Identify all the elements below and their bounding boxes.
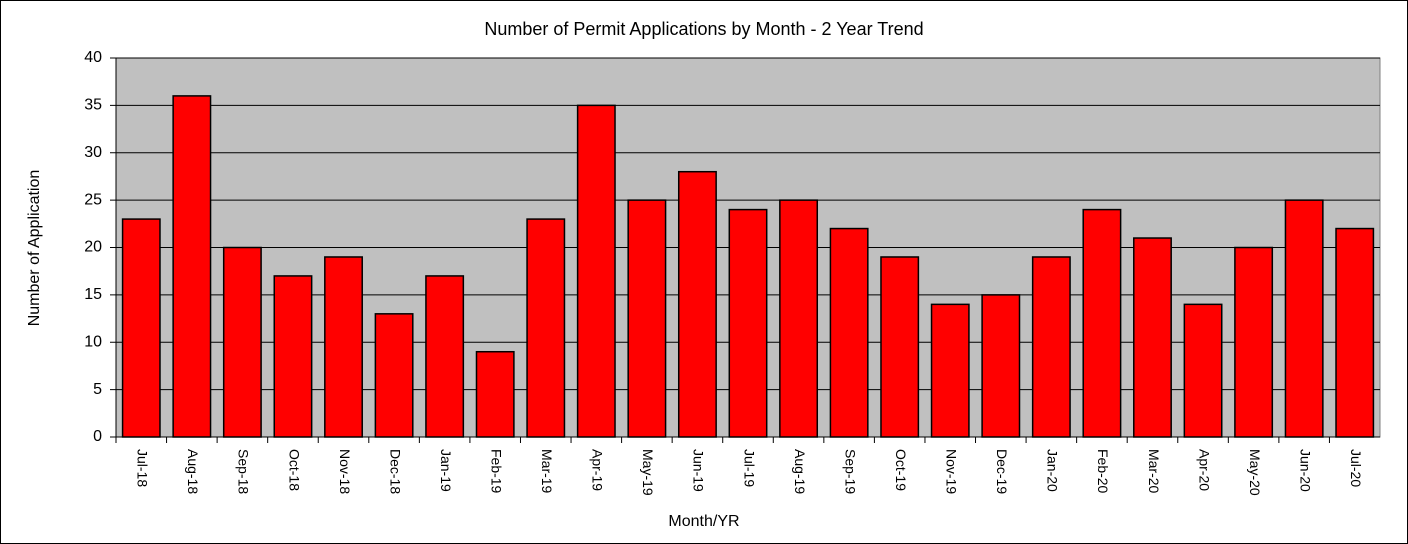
bar <box>425 275 465 438</box>
x-tick-label: Oct-19 <box>893 449 909 491</box>
x-tick-label: Dec-18 <box>387 449 403 494</box>
bar <box>1133 237 1172 438</box>
bar <box>880 256 920 438</box>
bar <box>677 170 717 438</box>
bar <box>222 246 262 438</box>
x-tick-label: Aug-18 <box>185 449 201 494</box>
x-tick-label: Feb-20 <box>1095 449 1111 494</box>
y-tick-label: 20 <box>84 239 102 256</box>
x-tick-label: Mar-19 <box>539 449 555 494</box>
bar <box>1284 199 1324 438</box>
bar <box>1082 208 1122 438</box>
x-tick-label: Apr-20 <box>1196 449 1212 491</box>
bar <box>374 313 414 438</box>
y-tick-label: 40 <box>84 49 102 66</box>
y-tick-label: 10 <box>84 333 102 350</box>
x-tick-label: May-19 <box>640 449 656 496</box>
y-tick-label: 25 <box>84 191 102 208</box>
bar <box>728 208 768 438</box>
x-tick-label: Sep-18 <box>236 449 252 494</box>
bar <box>627 199 667 438</box>
bar <box>1234 246 1274 438</box>
x-tick-label: Feb-19 <box>488 449 504 494</box>
x-tick-label: Aug-19 <box>792 449 808 494</box>
bar <box>121 218 161 438</box>
y-tick-label: 15 <box>84 286 102 303</box>
bar <box>981 294 1021 438</box>
x-tick-label: Oct-18 <box>286 449 302 491</box>
x-tick-label: Jul-18 <box>135 449 151 487</box>
x-tick-label: Dec-19 <box>994 449 1010 494</box>
x-tick-label: Jan-19 <box>438 449 454 492</box>
x-tick-label: Nov-19 <box>944 449 960 494</box>
x-tick-label: Jun-20 <box>1297 449 1313 492</box>
bar <box>475 350 515 438</box>
bar <box>324 256 363 438</box>
x-tick-label: Apr-19 <box>590 449 606 491</box>
y-tick-label: 30 <box>84 144 102 161</box>
x-tick-label: Jan-20 <box>1045 449 1061 492</box>
x-tick-label: Jun-19 <box>691 449 707 492</box>
x-tick-label: Nov-18 <box>337 449 353 494</box>
bar <box>526 218 566 438</box>
x-tick-label: Jul-20 <box>1348 449 1364 487</box>
x-tick-label: May-20 <box>1247 449 1263 496</box>
x-tick-label: Sep-19 <box>842 449 858 494</box>
bar <box>1335 227 1375 438</box>
y-tick-label: 5 <box>93 381 102 398</box>
bar <box>1031 256 1071 438</box>
y-axis-label: Number of Application <box>26 170 43 327</box>
y-tick-label: 35 <box>84 97 102 114</box>
bar <box>576 104 616 438</box>
x-tick-label: Mar-20 <box>1146 449 1162 494</box>
bar <box>1183 303 1223 438</box>
x-tick-label: Jul-19 <box>741 449 757 487</box>
bar <box>172 95 212 438</box>
x-axis-label: Month/YR <box>668 513 739 530</box>
bar <box>779 199 819 438</box>
y-tick-label: 0 <box>93 428 102 445</box>
bar <box>930 303 970 438</box>
bar <box>829 227 869 438</box>
bar <box>273 275 313 438</box>
chart-title: Number of Permit Applications by Month -… <box>484 19 923 39</box>
